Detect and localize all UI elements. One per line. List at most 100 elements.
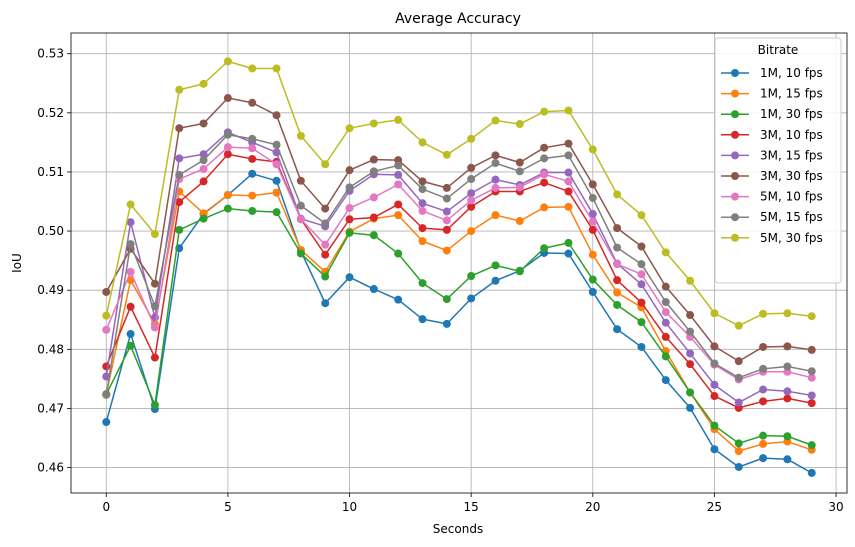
data-point — [321, 204, 330, 213]
data-point — [540, 143, 549, 152]
data-point — [734, 321, 743, 330]
data-point — [394, 211, 403, 220]
legend-label: 3M, 15 fps — [760, 148, 823, 162]
legend-swatch-marker — [731, 89, 739, 98]
data-point — [150, 230, 159, 239]
data-point — [661, 308, 670, 317]
data-point — [102, 325, 111, 334]
data-point — [296, 201, 305, 210]
data-point — [199, 177, 208, 186]
y-tick-label: 0.51 — [37, 165, 64, 179]
data-point — [272, 140, 281, 149]
data-point — [418, 224, 427, 233]
data-point — [783, 387, 792, 396]
data-point — [783, 362, 792, 371]
data-point — [442, 246, 451, 255]
series-9 — [102, 57, 816, 330]
data-point — [807, 373, 816, 382]
data-point — [442, 216, 451, 225]
data-point — [710, 380, 719, 389]
series-6 — [102, 94, 816, 366]
data-point — [661, 318, 670, 327]
data-point — [807, 367, 816, 376]
data-point — [369, 155, 378, 164]
data-point — [515, 167, 524, 176]
series-line — [105, 146, 812, 381]
data-point — [759, 309, 768, 318]
data-point — [199, 214, 208, 223]
data-point — [783, 342, 792, 351]
legend-swatch-marker — [731, 233, 739, 242]
data-point — [491, 175, 500, 184]
data-point — [540, 244, 549, 253]
data-point — [491, 183, 500, 192]
data-point — [588, 217, 597, 226]
data-point — [515, 183, 524, 192]
data-point — [491, 211, 500, 220]
x-tick-label: 10 — [342, 500, 357, 514]
data-point — [613, 260, 622, 269]
data-point — [272, 160, 281, 169]
data-point — [102, 311, 111, 320]
data-point — [807, 345, 816, 354]
legend-label: 1M, 15 fps — [760, 87, 823, 101]
data-point — [442, 183, 451, 192]
data-point — [345, 273, 354, 282]
legend-item: 1M, 30 fps — [721, 107, 823, 121]
legend-swatch-marker — [731, 69, 739, 77]
data-point — [150, 353, 159, 362]
legend-item: 1M, 15 fps — [721, 87, 823, 101]
data-point — [564, 139, 573, 148]
data-point — [759, 385, 768, 394]
data-point — [321, 160, 330, 169]
y-tick-label: 0.49 — [37, 283, 64, 297]
data-point — [126, 302, 135, 311]
data-point — [394, 170, 403, 179]
data-point — [321, 219, 330, 228]
data-point — [661, 248, 670, 257]
legend: Bitrate 1M, 10 fps 1M, 15 fps 1M, 30 fps 3M… — [714, 37, 842, 284]
data-point — [637, 298, 646, 307]
data-point — [199, 164, 208, 173]
data-point — [126, 267, 135, 276]
data-point — [467, 196, 476, 205]
data-point — [613, 288, 622, 297]
data-point — [613, 276, 622, 285]
legend-label: 1M, 30 fps — [760, 107, 823, 121]
data-point — [150, 279, 159, 288]
data-point — [491, 276, 500, 285]
plot-area-frame — [70, 32, 848, 494]
data-point — [442, 295, 451, 304]
data-point — [588, 145, 597, 154]
data-point — [199, 156, 208, 165]
legend-title: Bitrate — [758, 43, 799, 57]
data-point — [102, 390, 111, 399]
data-point — [467, 202, 476, 211]
legend-label: 5M, 10 fps — [760, 190, 823, 204]
data-point — [272, 208, 281, 217]
data-point — [661, 298, 670, 307]
data-point — [126, 329, 135, 338]
data-point — [345, 166, 354, 175]
series-line — [105, 133, 812, 395]
data-point — [150, 302, 159, 311]
data-point — [369, 213, 378, 222]
data-point — [272, 176, 281, 185]
data-point — [661, 376, 670, 385]
data-point — [734, 398, 743, 407]
y-tick-label: 0.48 — [37, 342, 64, 356]
data-point — [126, 240, 135, 249]
data-point — [467, 163, 476, 172]
data-point — [515, 120, 524, 129]
legend-label: 1M, 10 fps — [760, 66, 823, 80]
data-point — [783, 455, 792, 464]
data-point — [515, 217, 524, 226]
data-point — [540, 203, 549, 212]
legend-item: 5M, 15 fps — [721, 210, 823, 224]
data-point — [418, 199, 427, 208]
axis-ticks: 0 5 10 15 20 25 30 0.46 0.47 0.48 0.49 0.50 0.51 0.52… — [37, 47, 843, 514]
data-point — [175, 124, 184, 133]
series-line — [105, 97, 812, 362]
data-point — [734, 462, 743, 471]
